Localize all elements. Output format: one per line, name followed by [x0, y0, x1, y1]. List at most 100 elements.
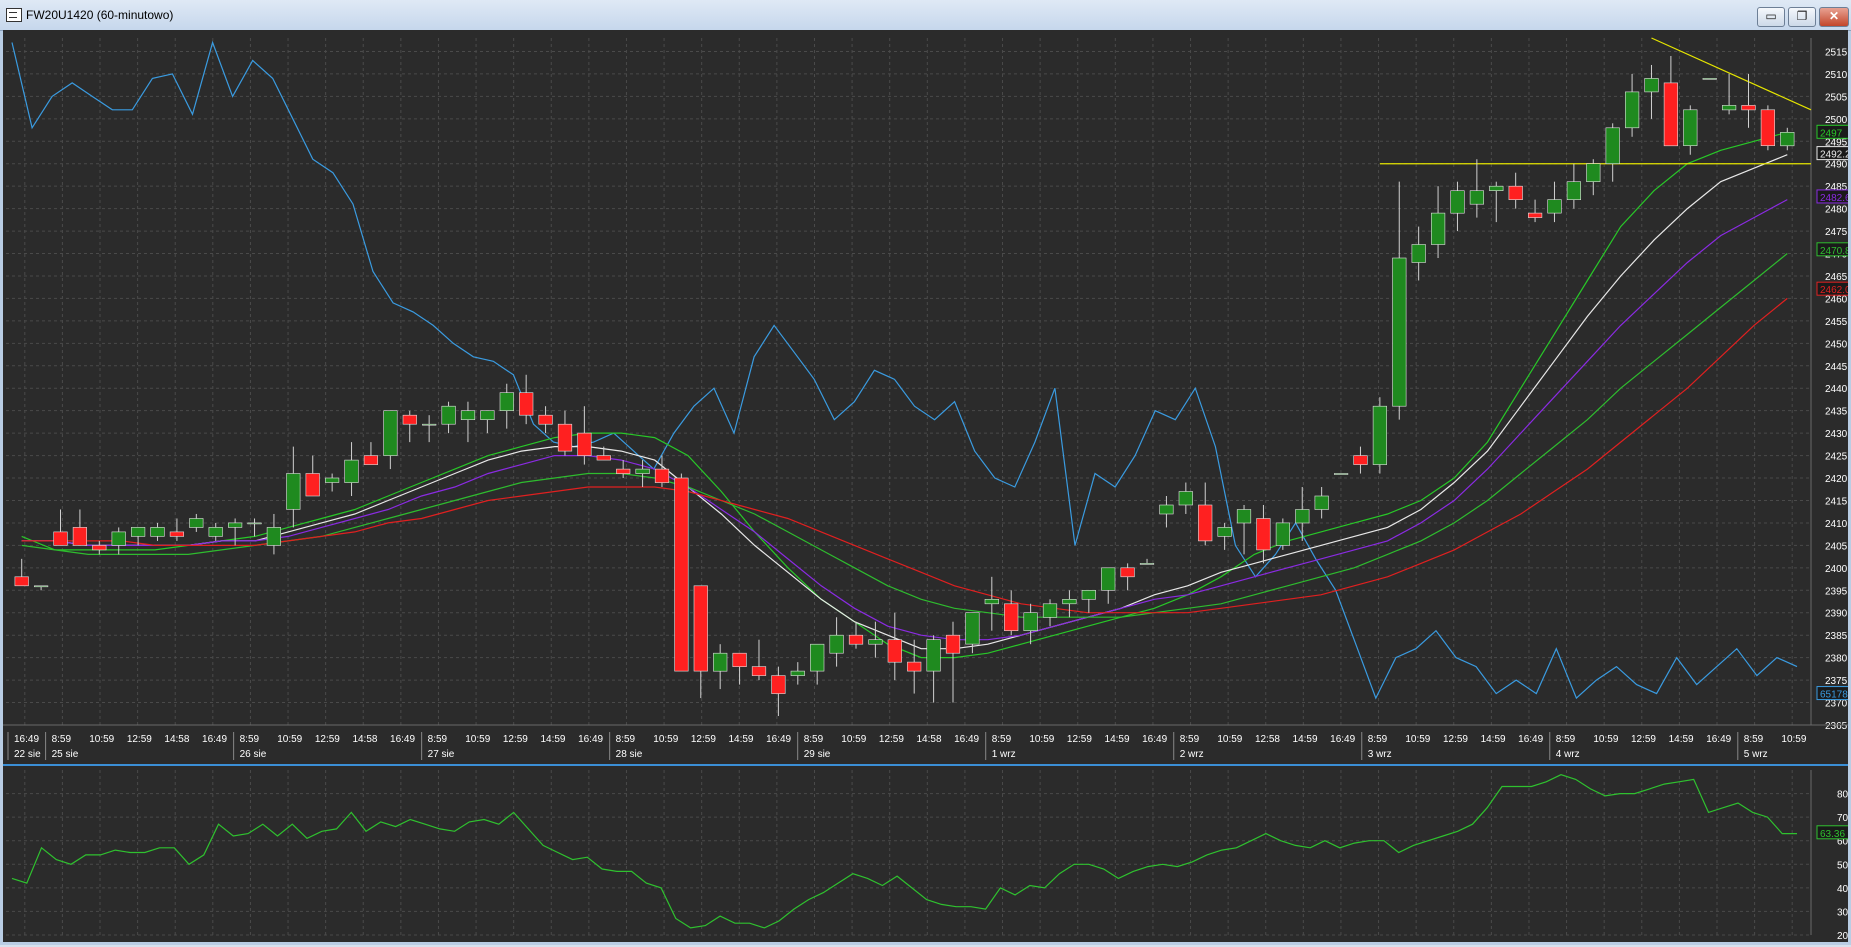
osc-tick-label: 20: [1837, 931, 1848, 942]
date-label: 22 sie: [14, 749, 41, 760]
candle-down: [305, 473, 320, 497]
price-tick-label: 2455: [1825, 317, 1848, 328]
price-tick-label: 2450: [1825, 339, 1848, 350]
candle-up: [422, 423, 437, 426]
chart-area[interactable]: 2515 2510 2505 2500 2495 2490 2485 2480 2475 2470…: [3, 30, 1851, 942]
candle-up: [1275, 522, 1290, 546]
candle-up: [441, 405, 456, 425]
candle-up: [1217, 527, 1232, 537]
price-tick-label: 2410: [1825, 519, 1848, 530]
candle-down: [1353, 455, 1368, 465]
candle-up: [1644, 78, 1659, 93]
candle-up: [810, 643, 825, 672]
candle-down: [169, 531, 185, 537]
price-badge-value: 2470.83: [1820, 246, 1848, 257]
price-badge-value: 65178: [1820, 690, 1848, 701]
candle-up: [965, 612, 980, 645]
time-tick-label: 12:59: [691, 734, 716, 745]
date-label: 28 sie: [616, 749, 643, 760]
candle-up: [131, 527, 146, 537]
time-tick-label: 16:49: [1518, 734, 1543, 745]
price-tick-label: 2425: [1825, 452, 1848, 463]
candle-up: [344, 459, 359, 483]
osc-tick-label: 30: [1837, 907, 1848, 918]
price-tick-label: 2370: [1825, 699, 1848, 710]
time-tick-label: 16:49: [578, 734, 603, 745]
price-tick-label: 2475: [1825, 227, 1848, 238]
candle-up: [266, 527, 282, 546]
price-badge-box: [1816, 189, 1851, 204]
price-tick-label: 2505: [1825, 92, 1848, 103]
candle-up: [1469, 190, 1484, 205]
diagonal-trendline: [1651, 37, 1812, 111]
maximize-button[interactable]: ❐: [1788, 7, 1816, 27]
candle-down: [1741, 105, 1756, 111]
candle-down: [557, 423, 573, 452]
time-tick-label: 8:59: [992, 734, 1012, 745]
price-badge-box: [1816, 686, 1851, 701]
time-tick-label: 16:49: [766, 734, 791, 745]
candle-up: [829, 634, 844, 654]
candle-down: [538, 414, 553, 425]
time-tick-label: 16:49: [1706, 734, 1731, 745]
date-label: 26 sie: [240, 749, 267, 760]
time-tick-label: 12:58: [1255, 734, 1280, 745]
time-tick-label: 10:59: [1217, 734, 1242, 745]
price-tick-label: 2445: [1825, 362, 1848, 373]
close-button[interactable]: ✕: [1819, 7, 1849, 27]
candle-up: [1450, 190, 1465, 214]
time-tick-label: 8:59: [428, 734, 448, 745]
price-chart-svg[interactable]: 2515 2510 2505 2500 2495 2490 2485 2480 2475 2470…: [3, 30, 1851, 942]
price-tick-label: 2495: [1825, 137, 1848, 148]
date-label: 5 wrz: [1744, 749, 1768, 760]
time-tick-label: 8:59: [240, 734, 260, 745]
osc-tick-label: 50: [1837, 860, 1848, 871]
candle-down: [907, 661, 922, 672]
date-label: 3 wrz: [1368, 749, 1392, 760]
candle-down: [674, 477, 689, 672]
candle-up: [1586, 163, 1601, 182]
candle-down: [616, 468, 631, 474]
candle-up: [150, 527, 165, 537]
candle-up: [1314, 495, 1329, 510]
price-badge-box: [1816, 281, 1851, 296]
candle-down: [402, 414, 417, 425]
candle-up: [1139, 563, 1155, 565]
title-bar[interactable]: FW20U1420 (60-minutowo) ▭ ❐ ✕: [0, 0, 1851, 31]
price-tick-label: 2400: [1825, 564, 1848, 575]
price-tick-label: 2375: [1825, 676, 1848, 687]
time-tick-label: 10:59: [653, 734, 678, 745]
price-tick-label: 2460: [1825, 294, 1848, 305]
time-tick-label: 14:58: [352, 734, 377, 745]
candle-up: [1605, 127, 1620, 165]
time-tick-label: 8:59: [616, 734, 636, 745]
candle-up: [635, 468, 650, 474]
candle-up: [208, 527, 223, 537]
price-tick-label: 2465: [1825, 272, 1848, 283]
time-tick-label: 14:59: [1293, 734, 1318, 745]
candle-down: [92, 545, 107, 551]
candle-up: [1411, 244, 1426, 263]
time-tick-label: 12:59: [1631, 734, 1656, 745]
price-tick-label: 2390: [1825, 609, 1848, 620]
candle-up: [1702, 78, 1717, 80]
candle-up: [1101, 567, 1116, 591]
candle-down: [751, 666, 767, 676]
candle-down: [53, 531, 68, 546]
price-badge-value: 2497: [1820, 128, 1843, 139]
price-tick-label: 2480: [1825, 205, 1848, 216]
candle-up: [1489, 185, 1504, 191]
time-tick-label: 10:59: [277, 734, 302, 745]
candle-up: [926, 639, 941, 672]
time-tick-label: 12:59: [879, 734, 904, 745]
minimize-button[interactable]: ▭: [1757, 7, 1785, 27]
candle-down: [1198, 504, 1213, 542]
osc-badge-value: 63.36: [1820, 829, 1845, 840]
candle-down: [732, 652, 747, 668]
candle-up: [33, 585, 49, 588]
time-tick-label: 8:59: [52, 734, 72, 745]
candle-up: [1722, 105, 1737, 111]
moving-average-line: [21, 131, 1788, 659]
date-label: 2 wrz: [1180, 749, 1204, 760]
moving-average-line: [21, 154, 1788, 650]
